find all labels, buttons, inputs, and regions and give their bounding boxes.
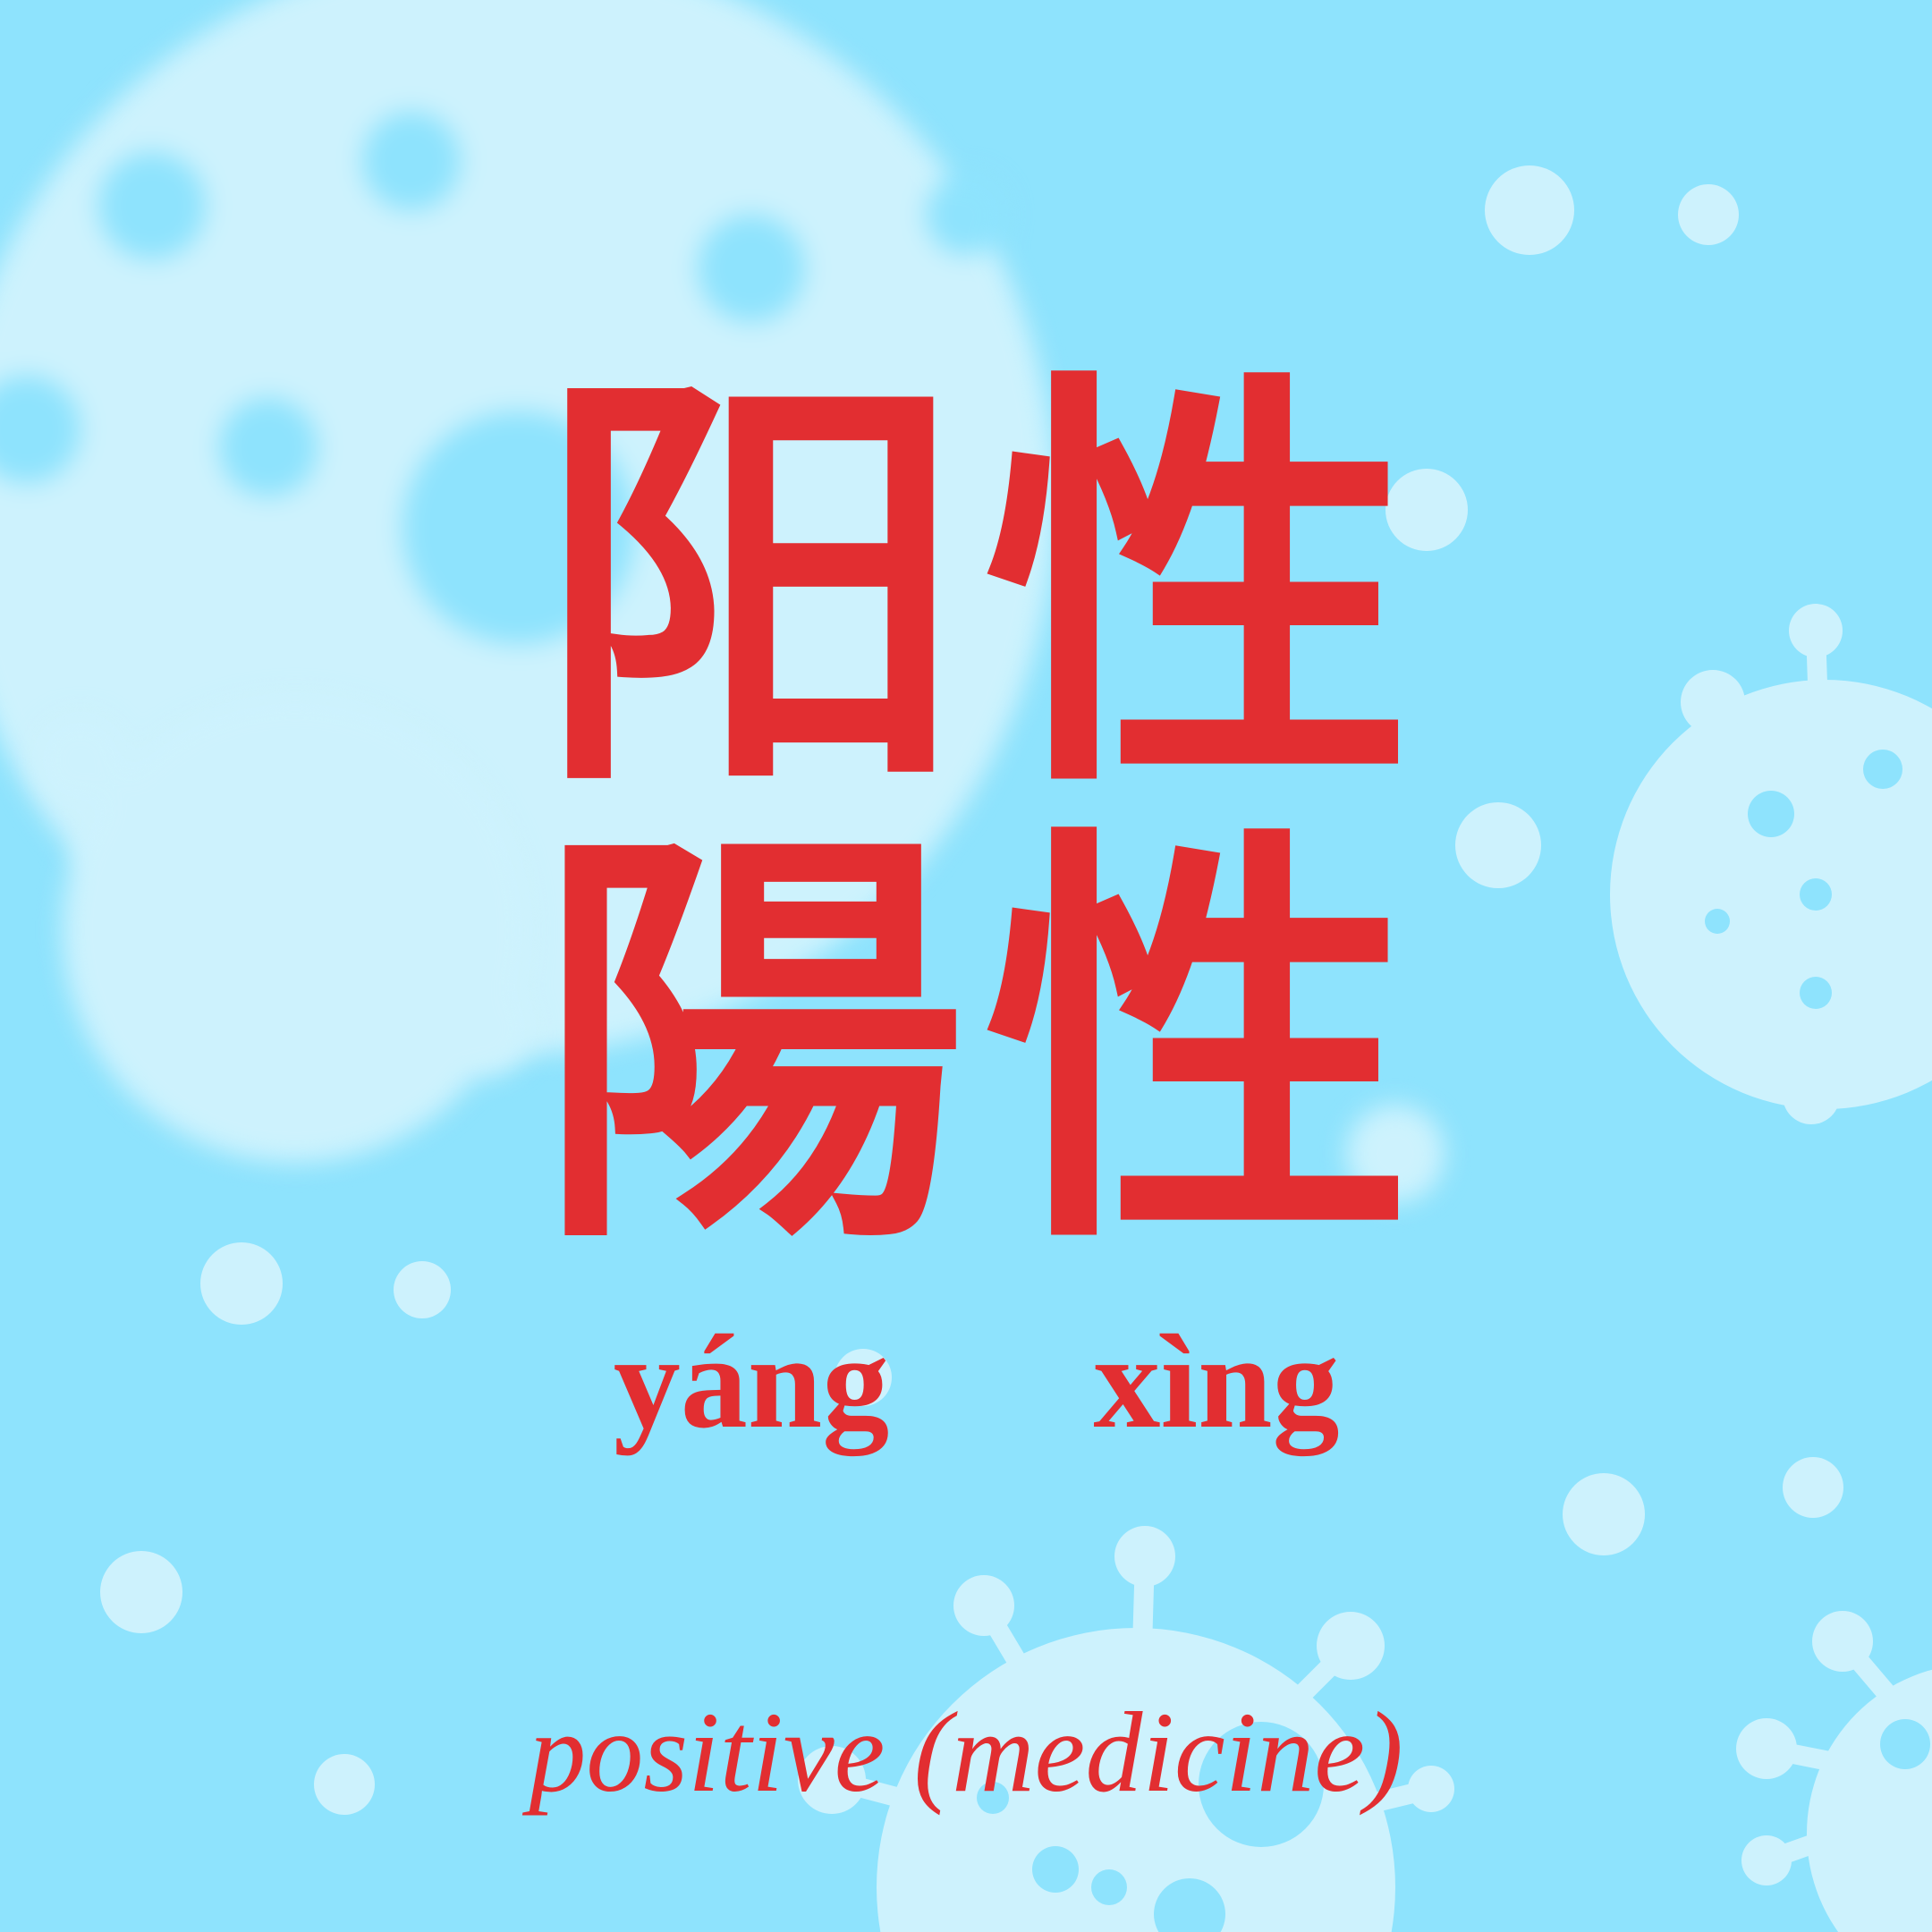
virus-icon	[1736, 1611, 1932, 1932]
simplified-char-1: 阳	[537, 340, 966, 840]
simplified-char-2: 性	[984, 340, 1413, 840]
pinyin-syllable-2: xìng	[1093, 1308, 1340, 1456]
english-meaning: positive (medicine)	[529, 1689, 1403, 1816]
virus-icon	[1610, 604, 1932, 1124]
traditional-characters: 陽 性	[537, 832, 1413, 1261]
pinyin: yáng xìng	[537, 1315, 1431, 1449]
virus-icon	[798, 1526, 1454, 1932]
traditional-char-1: 陽	[537, 796, 966, 1296]
background-dots	[100, 165, 1843, 1815]
simplified-characters: 阳 性	[537, 376, 1413, 805]
traditional-char-2: 性	[984, 796, 1413, 1296]
pinyin-syllable-1: yáng	[613, 1308, 890, 1456]
virus-icon	[36, 698, 1445, 1203]
